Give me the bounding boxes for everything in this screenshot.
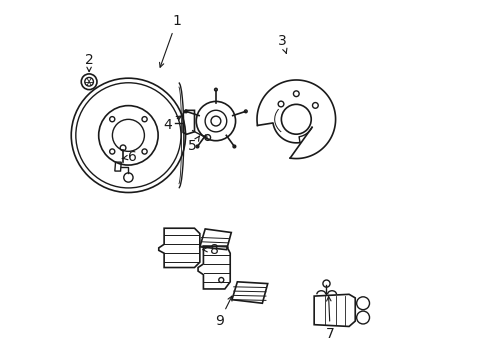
- Text: 9: 9: [215, 296, 231, 328]
- Text: 6: 6: [122, 150, 136, 164]
- Text: 1: 1: [159, 14, 181, 67]
- Text: 7: 7: [325, 297, 334, 341]
- Text: 8: 8: [203, 243, 218, 257]
- Text: 4: 4: [163, 116, 181, 132]
- Text: 2: 2: [84, 53, 93, 72]
- Text: 5: 5: [188, 136, 199, 153]
- Text: 3: 3: [277, 34, 286, 53]
